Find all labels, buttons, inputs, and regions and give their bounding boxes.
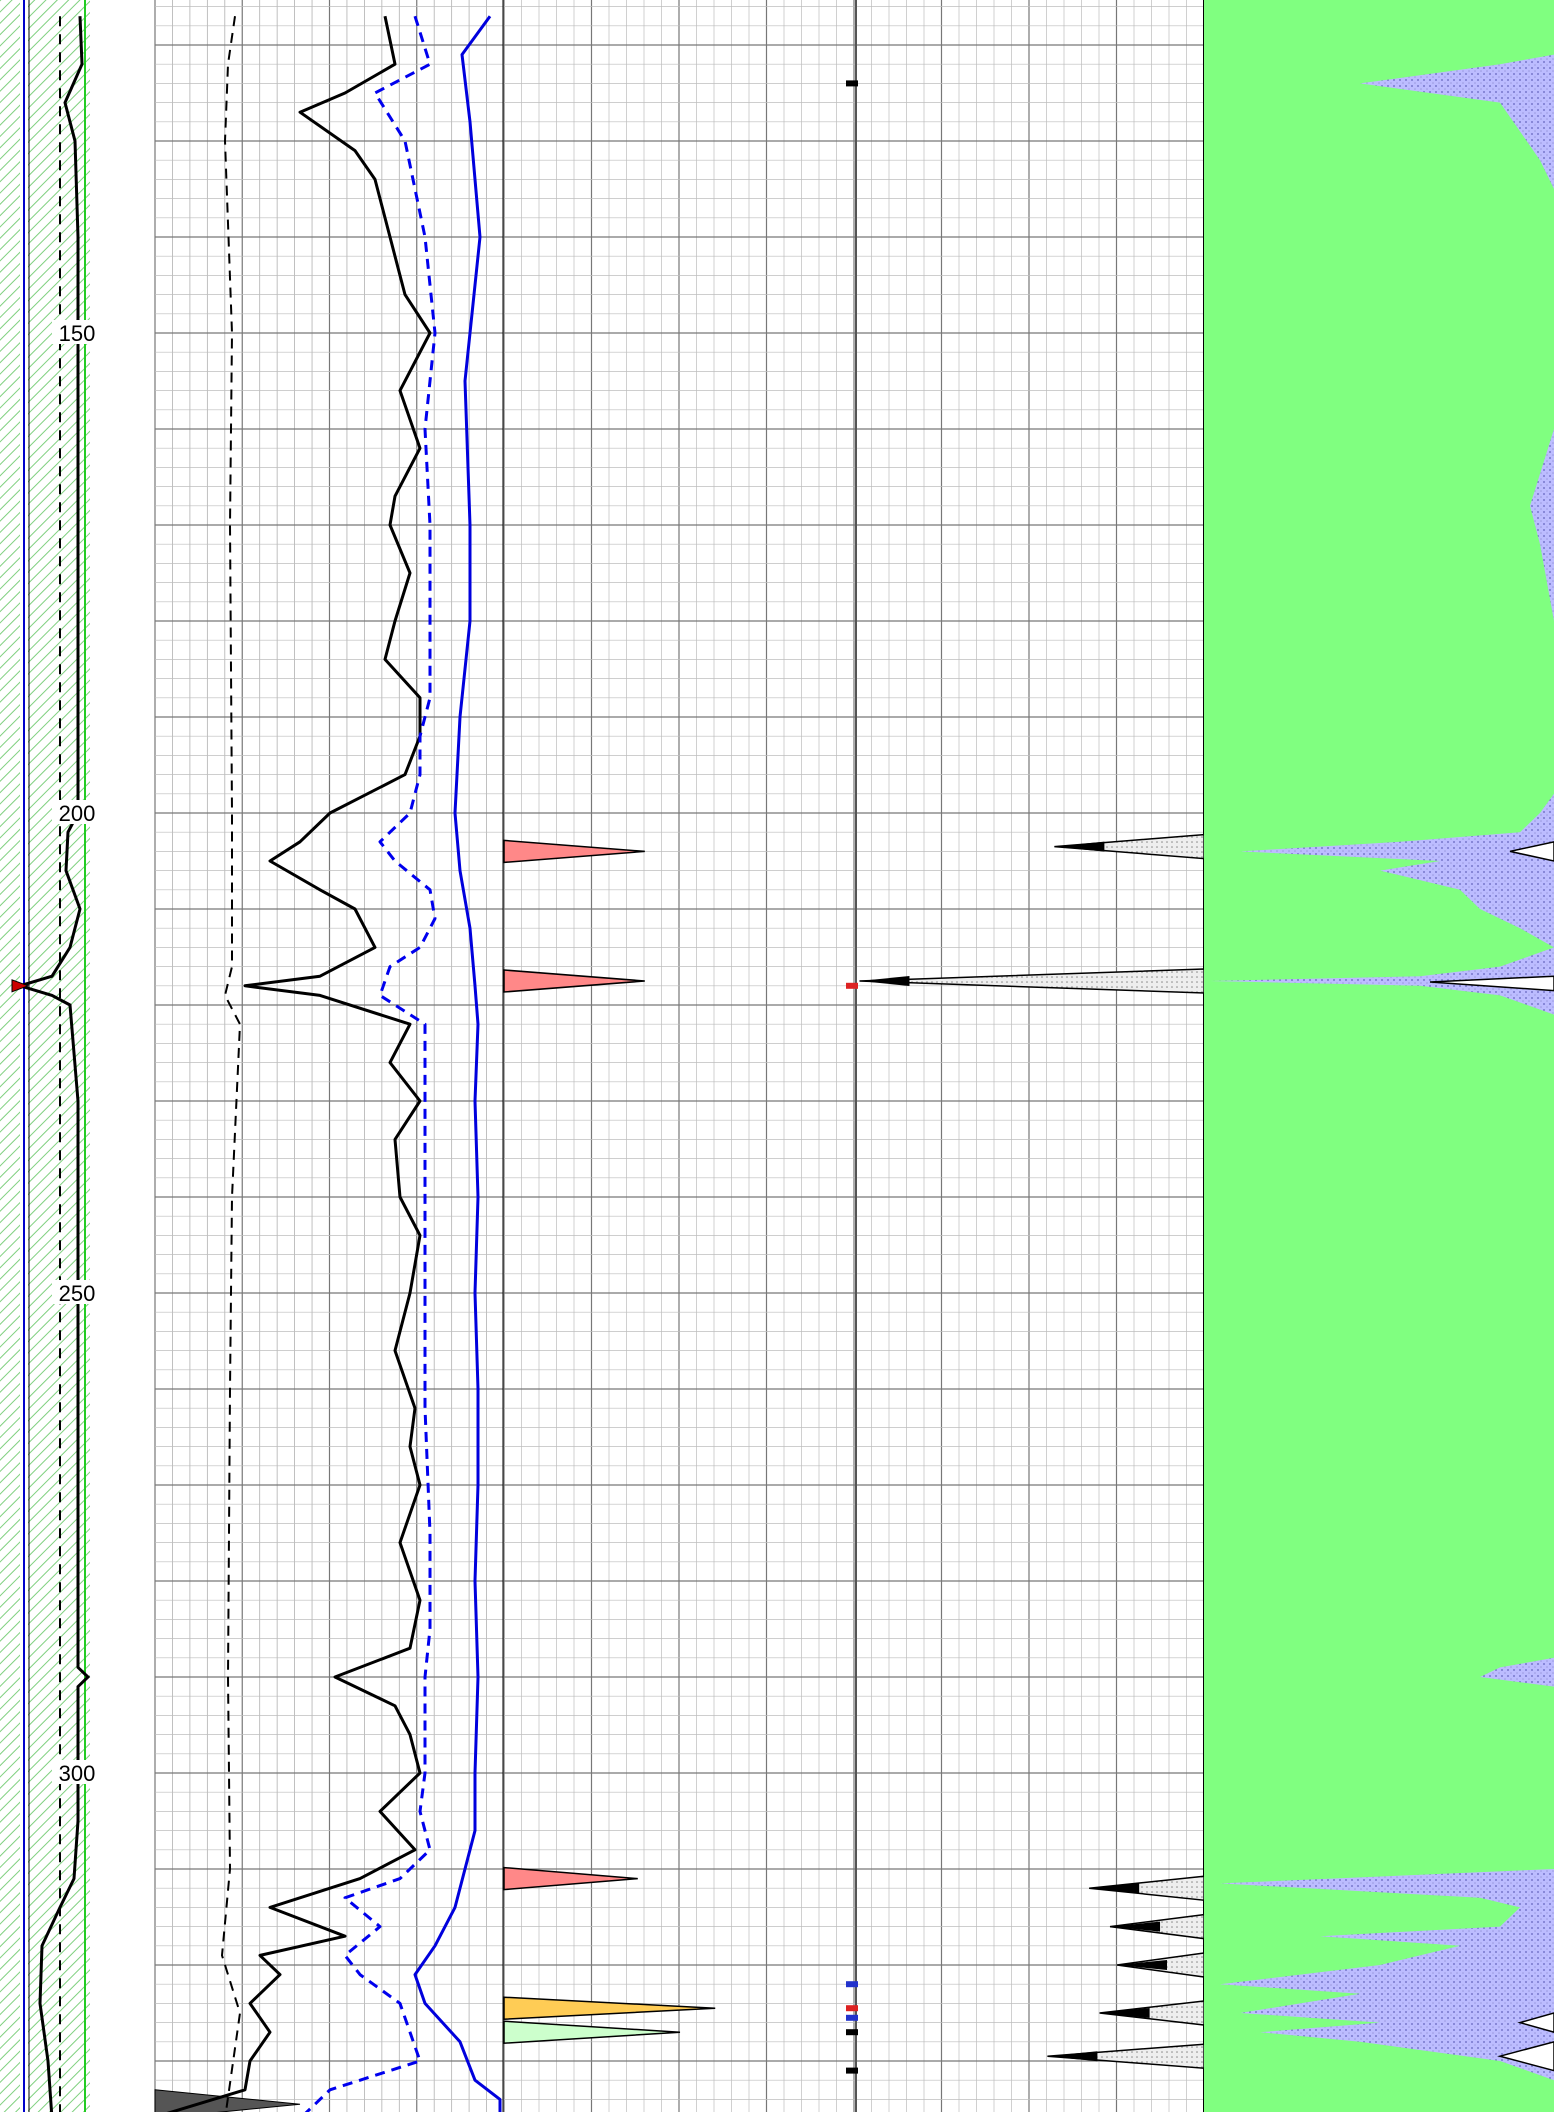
gr-left-dashed-curve [221, 16, 241, 2112]
gr-dashed-blue-curve [304, 15, 437, 2112]
resistivity-spike [503, 839, 645, 864]
resistivity-marker [846, 2029, 858, 2036]
hatch-band-left [0, 0, 20, 2112]
resistivity-marker [846, 2067, 858, 2074]
depth-tick-label: 200 [59, 801, 96, 826]
depth-track [0, 0, 91, 2112]
gamma-track-grid [154, 0, 506, 2112]
lithology-white-lens [1517, 2012, 1554, 2033]
resistivity-spike [503, 1866, 638, 1891]
resistivity-marker [846, 982, 858, 989]
gr-black-curve [166, 15, 432, 2112]
depth-labels: 150 200 250 300 [52, 320, 102, 1786]
resistivity-right-spike-dark [859, 976, 910, 986]
resistivity-right-spike-dark [1099, 2008, 1150, 2018]
resistivity-right-spike-dark [1110, 1921, 1161, 1932]
resistivity-marker [846, 80, 858, 87]
lithology-white-lens [1497, 2041, 1554, 2072]
resistivity-marker [846, 1981, 858, 1988]
depth-label-backdrop [52, 1280, 102, 1304]
lithology-white-lens [1509, 841, 1554, 862]
resistivity-right-spike-dark [1117, 1960, 1167, 1970]
gamma-track-curves [154, 15, 502, 2112]
depth-tick-label: 250 [59, 1281, 96, 1306]
resistivity-right-spike-dark [1089, 1883, 1140, 1894]
lithology-background [1204, 0, 1554, 2112]
resistivity-marker [846, 2005, 858, 2012]
resistivity-right-spike-dark [1054, 841, 1105, 852]
hatch-band-right [28, 0, 90, 2112]
lithology-overlay [1210, 16, 1554, 2112]
resistivity-spike [503, 1996, 716, 2020]
depth-label-backdrop [52, 800, 102, 824]
resistivity-marker [846, 2014, 858, 2021]
depth-tick-label: 150 [59, 321, 96, 346]
depth-label-backdrop [52, 320, 102, 344]
depth-tick-label: 300 [59, 1761, 96, 1786]
resistivity-right-spike-dark [1047, 2051, 1098, 2062]
resistivity-spike [503, 969, 645, 993]
resistivity-track-marks [503, 80, 1205, 2074]
resistivity-spike [503, 2020, 681, 2044]
lithology-white-lens [1429, 975, 1554, 992]
gr-solid-blue-curve [413, 15, 502, 2112]
lithology-track [1204, 0, 1554, 2112]
resistivity-track-grid [503, 0, 1205, 2112]
depth-flag-marker [11, 979, 30, 993]
depth-label-backdrop [52, 1760, 102, 1784]
